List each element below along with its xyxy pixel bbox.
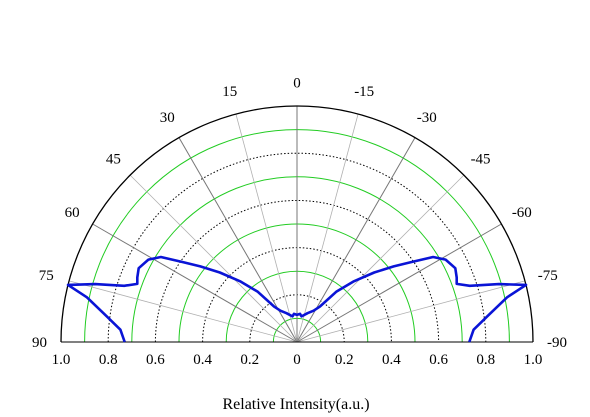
x-axis-label: Relative Intensity(a.u.) bbox=[222, 396, 369, 413]
angle-tick-label: 60 bbox=[65, 205, 80, 221]
radial-tick-label: 0.6 bbox=[146, 352, 165, 368]
radial-tick-label: 0.8 bbox=[476, 352, 495, 368]
grid-spoke bbox=[68, 280, 298, 343]
grid-spoke bbox=[296, 174, 465, 343]
radial-tick-label: 0.4 bbox=[382, 352, 401, 368]
grid-spoke bbox=[296, 113, 359, 343]
grid-spoke bbox=[129, 174, 298, 343]
radial-tick-label: 1.0 bbox=[524, 352, 543, 368]
grid-ring-dotted bbox=[107, 152, 487, 343]
angle-tick-label: 45 bbox=[106, 151, 121, 167]
radial-tick-label: 0 bbox=[293, 352, 301, 368]
angle-tick-label: -60 bbox=[512, 205, 532, 221]
angle-tick-label: -75 bbox=[538, 268, 558, 284]
angle-tick-label: 30 bbox=[160, 110, 175, 126]
radial-tick-label: 0.4 bbox=[193, 352, 212, 368]
radial-tick-label: 0.6 bbox=[429, 352, 448, 368]
grid-spoke bbox=[296, 223, 502, 343]
angle-tick-label: 0 bbox=[293, 75, 301, 91]
angle-tick-label: -15 bbox=[354, 84, 374, 100]
grid-spoke bbox=[235, 113, 298, 343]
angle-tick-label: 75 bbox=[39, 268, 54, 284]
angle-tick-label: -45 bbox=[471, 151, 491, 167]
radial-tick-label: 0.2 bbox=[240, 352, 259, 368]
grid-spoke bbox=[296, 280, 526, 343]
grid-spoke bbox=[92, 223, 298, 343]
outer-arc bbox=[60, 105, 534, 343]
radial-tick-label: 0.2 bbox=[335, 352, 354, 368]
grid-ring-dotted bbox=[154, 199, 440, 343]
grid-layer bbox=[60, 105, 534, 343]
radial-tick-label: 1.0 bbox=[52, 352, 71, 368]
series-line-0 bbox=[66, 255, 528, 343]
radial-tick-label: 0.8 bbox=[99, 352, 118, 368]
angle-tick-label: -90 bbox=[547, 335, 567, 351]
label-layer: 1.0 0.8 0.6 0.4 0.2 0 0.2 0.4 0.6 0.8 1.0 0 15 30 45 60… bbox=[32, 75, 567, 368]
angle-tick-label: -30 bbox=[417, 110, 437, 126]
series-layer bbox=[66, 255, 528, 343]
angle-tick-label: 15 bbox=[222, 84, 237, 100]
angle-tick-label: 90 bbox=[32, 335, 47, 351]
